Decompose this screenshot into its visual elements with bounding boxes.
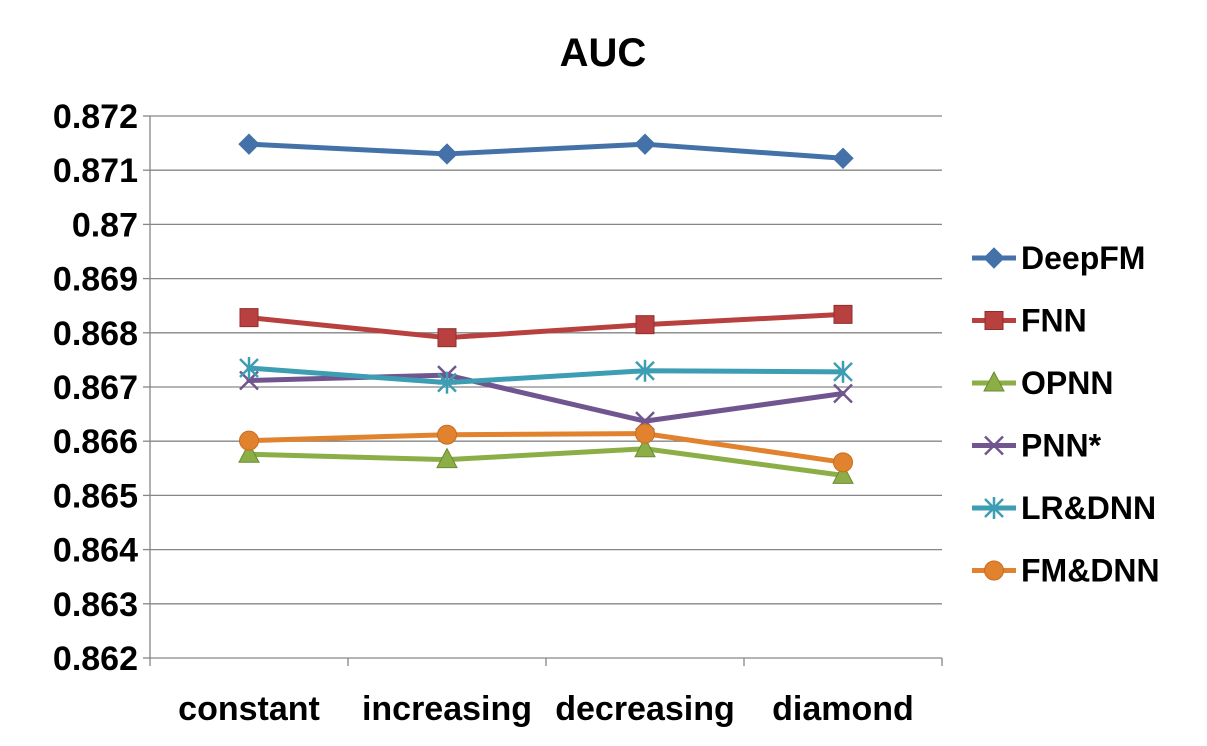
data-point	[634, 133, 656, 155]
legend-marker	[984, 435, 1004, 456]
x-axis: constant increasing decreasing diamond	[149, 658, 943, 728]
y-tick-label: 0.862	[53, 640, 138, 678]
data-point	[635, 423, 655, 444]
y-tick-label: 0.868	[53, 315, 138, 353]
x-tick-label: decreasing	[555, 690, 735, 728]
data-point	[239, 430, 259, 451]
data-point	[238, 133, 260, 155]
series-lr-dnn	[239, 357, 853, 394]
data-point	[833, 360, 853, 383]
data-point	[833, 383, 853, 404]
data-point	[239, 308, 259, 328]
y-tick-label: 0.866	[53, 423, 138, 461]
series-line	[246, 311, 846, 341]
data-point	[436, 447, 458, 469]
data-point	[833, 304, 853, 324]
legend-label: PNN*	[1021, 428, 1102, 464]
y-tick-label: 0.871	[53, 152, 138, 190]
x-tick-label: diamond	[772, 690, 914, 728]
data-point	[635, 315, 655, 335]
legend-item: PNN*	[972, 428, 1102, 464]
legend-item: OPNN	[972, 365, 1113, 401]
data-point	[436, 143, 458, 165]
y-tick-label: 0.872	[53, 98, 138, 136]
series-opnn	[238, 436, 854, 484]
legend-label: FM&DNN	[1021, 553, 1160, 589]
series-fnn	[239, 304, 853, 348]
legend-item: LR&DNN	[972, 490, 1156, 526]
legend-item: FM&DNN	[972, 553, 1160, 589]
data-point	[832, 147, 854, 169]
x-tick-label: increasing	[362, 690, 532, 728]
y-tick-label: 0.867	[53, 369, 138, 407]
legend: DeepFM FNN OPNN PNN* LR&DNN FM&DNN	[972, 240, 1160, 589]
gridlines	[150, 115, 942, 659]
series-line	[246, 446, 846, 478]
legend-label: LR&DNN	[1021, 490, 1156, 526]
data-point	[437, 424, 457, 445]
y-axis: 0.862 0.863 0.864 0.865 0.866 0.867 0.868 0.869…	[53, 98, 151, 678]
y-tick-label: 0.869	[53, 261, 138, 299]
data-point	[634, 436, 656, 458]
data-point	[239, 357, 259, 380]
legend-label: FNN	[1021, 303, 1087, 339]
x-tick-label: constant	[178, 690, 320, 728]
y-tick-label: 0.864	[53, 532, 138, 570]
legend-marker	[983, 370, 1005, 392]
legend-item: DeepFM	[972, 240, 1145, 276]
series-lines	[238, 133, 854, 484]
series-line	[246, 365, 846, 386]
data-point	[238, 442, 260, 463]
y-tick-label: 0.87	[72, 206, 138, 244]
series-deepfm	[238, 133, 854, 169]
data-point	[832, 463, 854, 484]
y-tick-label: 0.863	[53, 586, 138, 624]
legend-label: DeepFM	[1021, 240, 1145, 276]
series-fm-dnn	[239, 423, 853, 473]
data-point	[437, 371, 457, 394]
legend-label: OPNN	[1021, 365, 1113, 401]
legend-marker	[983, 247, 1005, 269]
y-tick-label: 0.865	[53, 477, 138, 515]
data-point	[833, 452, 853, 473]
series-line	[246, 372, 846, 424]
legend-item: FNN	[972, 303, 1087, 339]
series-line	[246, 141, 846, 161]
legend-marker	[984, 497, 1004, 519]
legend-marker	[984, 311, 1004, 330]
data-point	[437, 328, 457, 348]
chart-title: AUC	[560, 31, 647, 75]
series-line	[246, 431, 846, 465]
legend-marker	[984, 560, 1004, 581]
data-point	[635, 359, 655, 382]
